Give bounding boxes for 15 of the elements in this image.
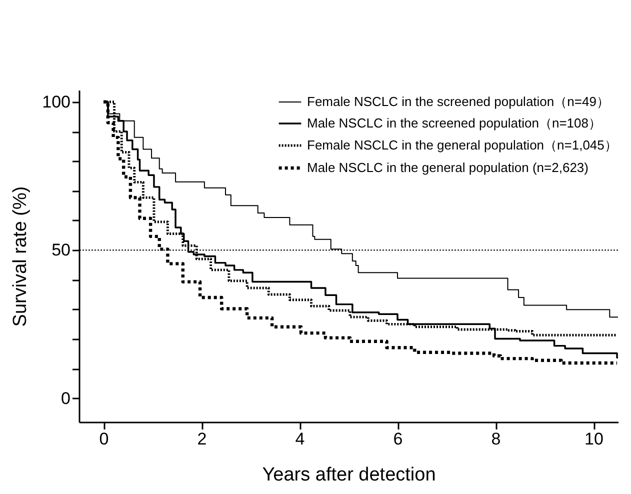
- y-tick-label: 0: [61, 388, 70, 408]
- x-tick-label: 2: [197, 430, 207, 448]
- x-tick-label: 0: [99, 430, 109, 448]
- x-tick-label: 4: [295, 430, 305, 448]
- x-axis-title: Years after detection: [262, 464, 436, 486]
- y-axis-title: Survival rate (%): [10, 186, 32, 327]
- legend-label: Female NSCLC in the general population（n=1,045）: [307, 138, 618, 152]
- legend-label: Female NSCLC in the screened population（n=49）: [307, 94, 610, 109]
- x-tick-label: 10: [584, 430, 604, 448]
- legend-label: Male NSCLC in the general population (n=2,623): [307, 160, 588, 175]
- x-tick-label: 8: [491, 430, 501, 448]
- y-tick-label: 100: [42, 92, 70, 112]
- legend-label: Male NSCLC in the screened population（n=108）: [307, 116, 602, 130]
- y-tick-label: 50: [52, 240, 70, 260]
- x-tick-label: 6: [393, 430, 403, 448]
